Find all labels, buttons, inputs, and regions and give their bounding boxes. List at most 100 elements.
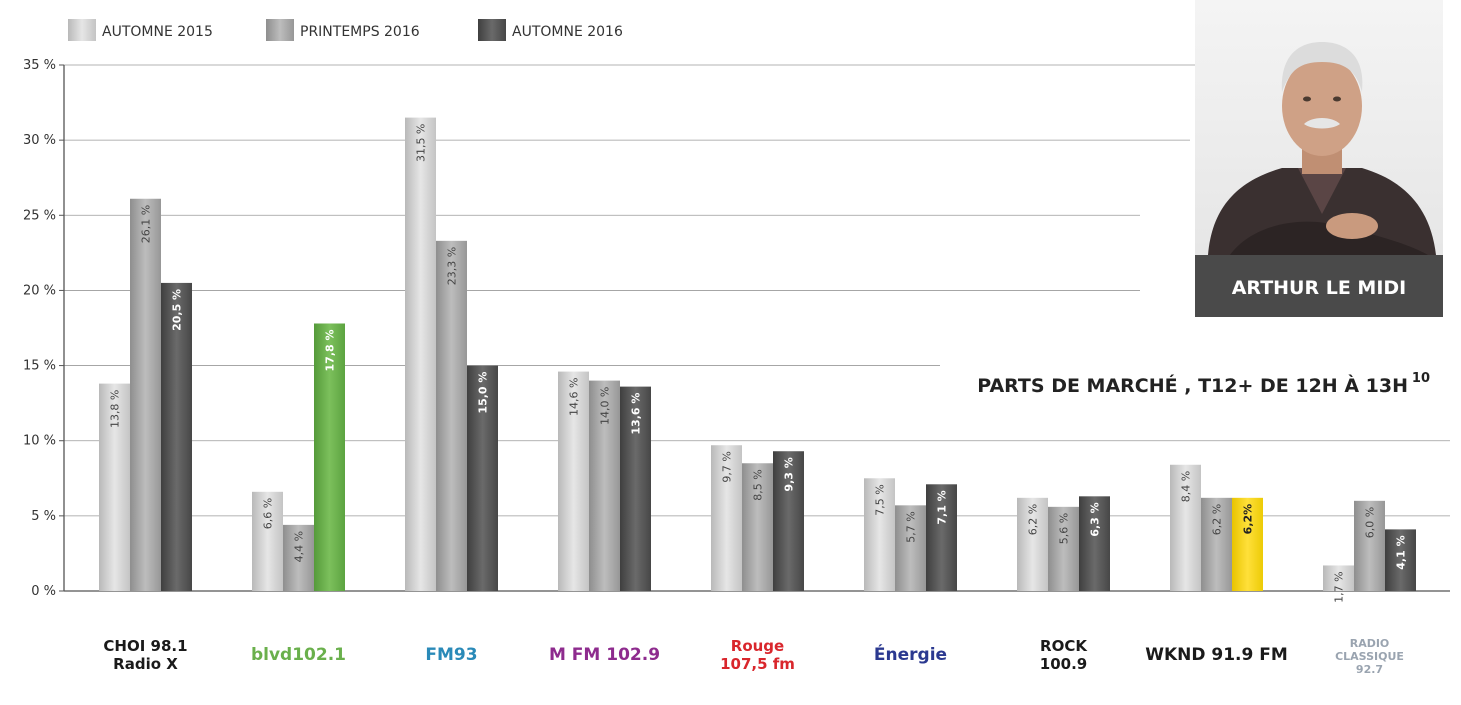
bar-2-6: [895, 505, 926, 591]
data-label: 8,5 %: [752, 469, 765, 500]
legend-label: PRINTEMPS 2016: [300, 24, 420, 40]
bar-1-6: [864, 478, 895, 591]
legend-swatch: [478, 19, 506, 41]
data-label: 8,4 %: [1180, 471, 1193, 502]
data-labels: 13,8 % 6,6 % 31,5 % 14,6 % 9,7 % 7,5 % 6,2 % 8,…: [109, 124, 1408, 603]
data-label: 26,1 %: [140, 205, 153, 243]
host-portrait-image: [1208, 42, 1436, 255]
legend-label: AUTOMNE 2015: [102, 24, 213, 40]
data-label: 23,3 %: [446, 247, 459, 285]
station-logo-text: 100.9: [1040, 655, 1087, 673]
bar-1-3: [405, 117, 436, 591]
station-logo-text: Radio X: [113, 655, 178, 673]
data-label: 4,4 %: [293, 531, 306, 562]
station-logo-text: 107,5 fm: [720, 655, 795, 673]
station-logo-text: FM93: [425, 645, 477, 665]
bar-2-1: [130, 198, 161, 592]
station-logo-8: WKND 91.9 FM: [1145, 645, 1288, 665]
legend-item-3: AUTOMNE 2016: [478, 19, 623, 41]
data-label: 6,2 %: [1211, 504, 1224, 535]
data-label: 5,6 %: [1058, 513, 1071, 544]
data-label: 4,1 %: [1395, 535, 1408, 569]
chart-title-superscript: 10: [1412, 371, 1430, 386]
y-tick-label: 30 %: [23, 133, 56, 148]
station-logo-text: WKND 91.9 FM: [1145, 645, 1288, 665]
legend-item-1: AUTOMNE 2015: [68, 19, 213, 41]
station-logo-2: blvd102.1: [251, 645, 346, 665]
bar-1-7: [1017, 497, 1048, 591]
y-tick-label: 35 %: [23, 58, 56, 73]
bar-3-5: [773, 451, 804, 591]
bar-2-2: [283, 524, 314, 591]
legend-swatch: [266, 19, 294, 41]
station-logo-text: 92.7: [1356, 663, 1383, 676]
bar-3-6: [926, 484, 957, 591]
data-label: 20,5 %: [171, 289, 184, 331]
bar-3-8: [1232, 497, 1263, 591]
bar-3-1: [161, 282, 192, 591]
station-logo-text: Rouge: [731, 637, 784, 655]
station-logo-text: blvd102.1: [251, 645, 346, 665]
bar-1-9: [1323, 565, 1354, 591]
station-logo-3: FM93: [425, 645, 477, 665]
station-logo-6: Énergie: [874, 643, 947, 665]
bar-2-5: [742, 463, 773, 591]
legend-label: AUTOMNE 2016: [512, 24, 623, 40]
station-logo-text: Énergie: [874, 643, 947, 665]
data-label: 6,2%: [1242, 504, 1255, 535]
y-tick-label: 10 %: [23, 434, 56, 449]
data-label: 6,3 %: [1089, 502, 1102, 536]
y-tick-label: 0 %: [31, 584, 56, 599]
station-logo-text: ROCK: [1040, 637, 1088, 655]
y-tick-label: 5 %: [31, 509, 56, 524]
station-logo-text: M FM 102.9: [549, 645, 660, 665]
bar-3-4: [620, 386, 651, 591]
bars: [99, 117, 1416, 592]
host-name: ARTHUR LE MIDI: [1232, 277, 1407, 299]
data-label: 14,0 %: [599, 387, 612, 425]
bar-3-9: [1385, 529, 1416, 591]
data-label: 7,5 %: [874, 484, 887, 515]
bar-1-2: [252, 491, 283, 591]
data-label: 9,3 %: [783, 457, 796, 491]
bar-1-4: [558, 371, 589, 591]
bar-1-5: [711, 445, 742, 591]
data-label: 14,6 %: [568, 378, 581, 416]
data-label: 6,6 %: [262, 498, 275, 529]
bar-2-4: [589, 380, 620, 591]
station-logo-text: RADIO: [1350, 637, 1390, 650]
bar-1-8: [1170, 464, 1201, 591]
data-label: 6,0 %: [1364, 507, 1377, 538]
legend-swatch: [68, 19, 96, 41]
bar-2-8: [1201, 497, 1232, 591]
station-logo-text: CHOI 98.1: [103, 637, 187, 655]
bar-2-7: [1048, 506, 1079, 591]
y-axis: 0 % 5 % 10 % 15 % 20 % 25 % 30 % 35 %: [23, 58, 65, 599]
station-logo-text: CLASSIQUE: [1335, 650, 1404, 663]
bar-2-3: [436, 240, 467, 591]
y-tick-label: 15 %: [23, 359, 56, 374]
data-label: 6,2 %: [1027, 504, 1040, 535]
data-label: 17,8 %: [324, 329, 337, 371]
bar-3-2: [314, 323, 345, 591]
bar-2-9: [1354, 500, 1385, 591]
data-label: 15,0 %: [477, 372, 490, 414]
data-label: 13,8 %: [109, 390, 122, 428]
data-label: 13,6 %: [630, 393, 643, 435]
data-label: 7,1 %: [936, 490, 949, 524]
bar-1-1: [99, 383, 130, 591]
bar-3-7: [1079, 496, 1110, 591]
y-tick-label: 25 %: [23, 208, 56, 223]
host-photo-panel: ARTHUR LE MIDI: [1195, 0, 1443, 317]
bar-3-3: [467, 365, 498, 591]
data-label: 1,7 %: [1333, 571, 1346, 602]
legend-item-2: PRINTEMPS 2016: [266, 19, 420, 41]
y-tick-label: 20 %: [23, 283, 56, 298]
host-name-banner: [1195, 255, 1443, 317]
chart-title: PARTS DE MARCHÉ , T12+ DE 12H À 13H: [977, 374, 1408, 397]
